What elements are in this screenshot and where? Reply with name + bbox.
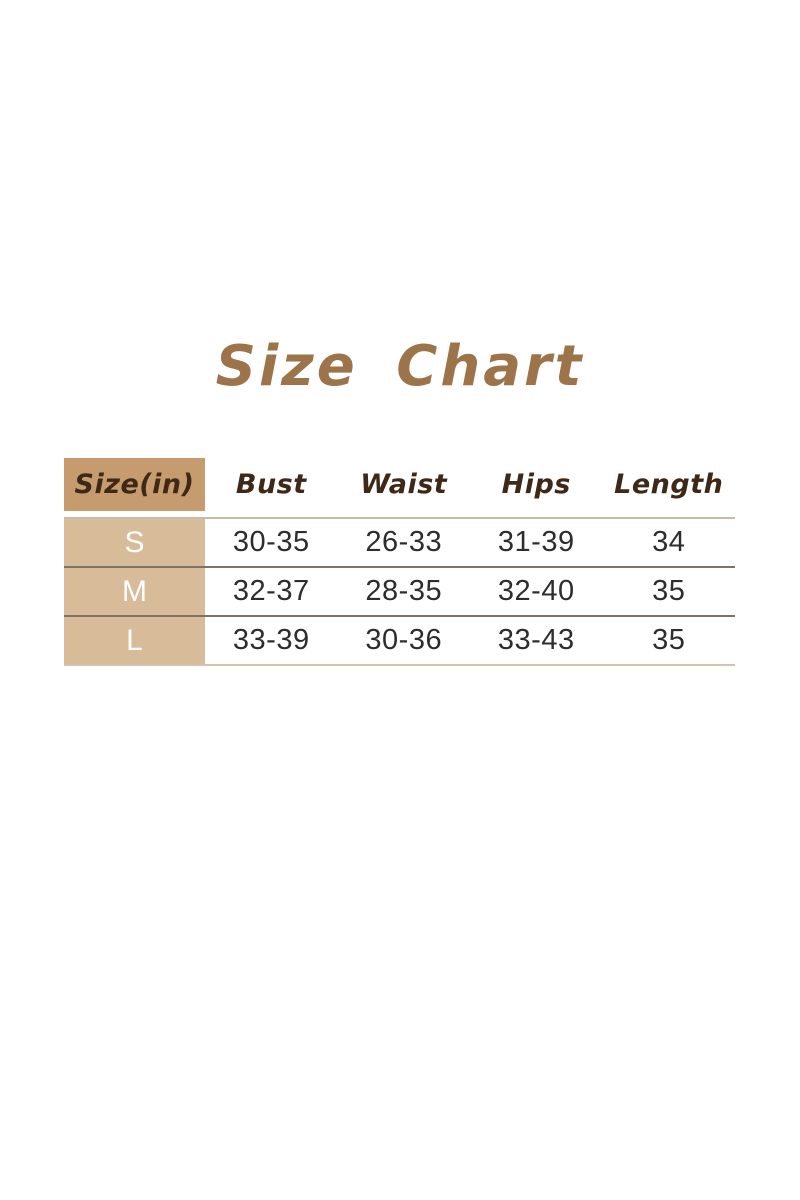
- size-table: Size(in) Bust Waist Hips Length S 30-35 …: [64, 458, 735, 666]
- cell-l-waist: 30-36: [365, 624, 443, 656]
- header-cell-length: Length: [614, 469, 724, 500]
- cell-m-length: 35: [652, 575, 686, 607]
- table-row-s: S 30-35 26-33 31-39 34: [64, 519, 735, 566]
- header-cell-size: Size(in): [64, 458, 205, 511]
- cell-m-hips: 32-40: [497, 575, 575, 607]
- row-label-l: L: [64, 617, 205, 664]
- cell-s-hips: 31-39: [497, 526, 575, 558]
- cell-l-length: 35: [652, 624, 686, 656]
- page-title: Size Chart: [215, 334, 585, 399]
- header-cell-hips: Hips: [501, 469, 571, 500]
- header-cell-waist: Waist: [360, 469, 448, 500]
- row-label-m: M: [64, 568, 205, 615]
- header-cell-bust: Bust: [235, 469, 307, 500]
- cell-m-bust: 32-37: [232, 575, 310, 607]
- table-row-m: M 32-37 28-35 32-40 35: [64, 566, 735, 615]
- cell-l-bust: 33-39: [232, 624, 310, 656]
- cell-l-hips: 33-43: [497, 624, 575, 656]
- table-body: S 30-35 26-33 31-39 34 M 32-37 28-35 32-…: [64, 517, 735, 666]
- table-row-l: L 33-39 30-36 33-43 35: [64, 615, 735, 664]
- cell-s-length: 34: [652, 526, 686, 558]
- cell-s-waist: 26-33: [365, 526, 443, 558]
- cell-s-bust: 30-35: [232, 526, 310, 558]
- row-label-s: S: [64, 519, 205, 566]
- cell-m-waist: 28-35: [365, 575, 443, 607]
- table-header-row: Size(in) Bust Waist Hips Length: [64, 458, 735, 511]
